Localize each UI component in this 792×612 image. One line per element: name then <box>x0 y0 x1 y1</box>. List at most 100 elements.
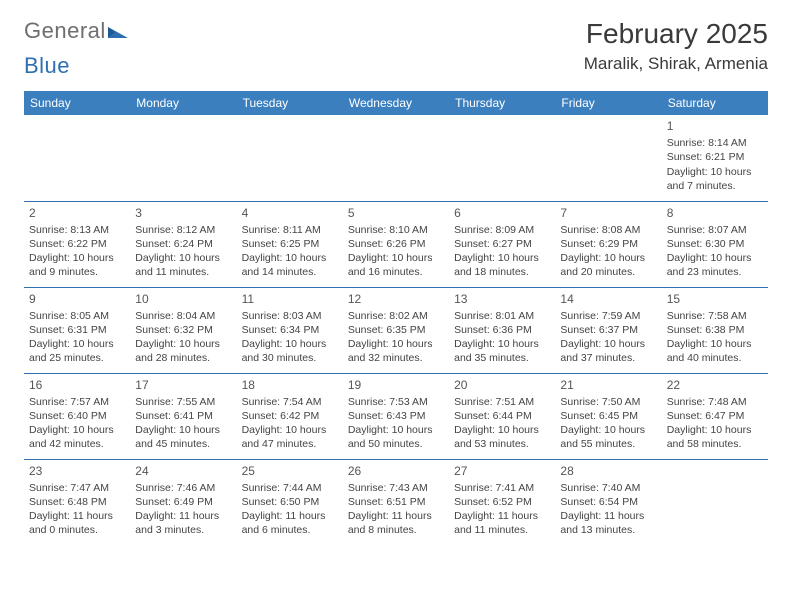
sunset-text: Sunset: 6:43 PM <box>348 409 444 423</box>
daylight-text: Daylight: 10 hours <box>135 337 231 351</box>
day-number: 28 <box>560 463 656 479</box>
daylight-text: Daylight: 11 hours <box>242 509 338 523</box>
daylight-text: Daylight: 11 hours <box>29 509 125 523</box>
daylight-text: Daylight: 10 hours <box>667 251 763 265</box>
day-cell: 7Sunrise: 8:08 AMSunset: 6:29 PMDaylight… <box>555 201 661 287</box>
sunset-text: Sunset: 6:38 PM <box>667 323 763 337</box>
sunrise-text: Sunrise: 7:51 AM <box>454 395 550 409</box>
day-cell: 10Sunrise: 8:04 AMSunset: 6:32 PMDayligh… <box>130 287 236 373</box>
day-number: 21 <box>560 377 656 393</box>
day-cell: 28Sunrise: 7:40 AMSunset: 6:54 PMDayligh… <box>555 459 661 545</box>
daylight-text: Daylight: 10 hours <box>135 423 231 437</box>
day-number: 9 <box>29 291 125 307</box>
daylight-text: and 42 minutes. <box>29 437 125 451</box>
sunrise-text: Sunrise: 8:11 AM <box>242 223 338 237</box>
sunset-text: Sunset: 6:54 PM <box>560 495 656 509</box>
daylight-text: Daylight: 10 hours <box>454 423 550 437</box>
day-cell <box>237 115 343 201</box>
day-cell: 6Sunrise: 8:09 AMSunset: 6:27 PMDaylight… <box>449 201 555 287</box>
day-number: 5 <box>348 205 444 221</box>
day-cell <box>24 115 130 201</box>
daylight-text: and 18 minutes. <box>454 265 550 279</box>
day-number: 17 <box>135 377 231 393</box>
daylight-text: and 40 minutes. <box>667 351 763 365</box>
day-cell: 19Sunrise: 7:53 AMSunset: 6:43 PMDayligh… <box>343 373 449 459</box>
day-cell: 20Sunrise: 7:51 AMSunset: 6:44 PMDayligh… <box>449 373 555 459</box>
week-row: 2Sunrise: 8:13 AMSunset: 6:22 PMDaylight… <box>24 201 768 287</box>
sunrise-text: Sunrise: 8:09 AM <box>454 223 550 237</box>
daylight-text: and 23 minutes. <box>667 265 763 279</box>
sunset-text: Sunset: 6:45 PM <box>560 409 656 423</box>
sunrise-text: Sunrise: 7:55 AM <box>135 395 231 409</box>
day-cell: 15Sunrise: 7:58 AMSunset: 6:38 PMDayligh… <box>662 287 768 373</box>
logo-text: General Blue <box>24 18 128 79</box>
day-cell <box>555 115 661 201</box>
daylight-text: and 20 minutes. <box>560 265 656 279</box>
day-cell: 14Sunrise: 7:59 AMSunset: 6:37 PMDayligh… <box>555 287 661 373</box>
sunrise-text: Sunrise: 7:53 AM <box>348 395 444 409</box>
day-cell: 21Sunrise: 7:50 AMSunset: 6:45 PMDayligh… <box>555 373 661 459</box>
daylight-text: Daylight: 10 hours <box>135 251 231 265</box>
day-number: 7 <box>560 205 656 221</box>
day-cell: 23Sunrise: 7:47 AMSunset: 6:48 PMDayligh… <box>24 459 130 545</box>
week-row: 9Sunrise: 8:05 AMSunset: 6:31 PMDaylight… <box>24 287 768 373</box>
day-number: 4 <box>242 205 338 221</box>
day-cell: 4Sunrise: 8:11 AMSunset: 6:25 PMDaylight… <box>237 201 343 287</box>
day-number: 27 <box>454 463 550 479</box>
day-number: 25 <box>242 463 338 479</box>
day-number: 23 <box>29 463 125 479</box>
day-cell: 9Sunrise: 8:05 AMSunset: 6:31 PMDaylight… <box>24 287 130 373</box>
daylight-text: Daylight: 10 hours <box>29 251 125 265</box>
daylight-text: and 7 minutes. <box>667 179 763 193</box>
day-number: 2 <box>29 205 125 221</box>
daylight-text: Daylight: 10 hours <box>560 251 656 265</box>
sunrise-text: Sunrise: 8:13 AM <box>29 223 125 237</box>
day-number: 19 <box>348 377 444 393</box>
day-number: 18 <box>242 377 338 393</box>
sunrise-text: Sunrise: 7:58 AM <box>667 309 763 323</box>
day-number: 1 <box>667 118 763 134</box>
sunset-text: Sunset: 6:27 PM <box>454 237 550 251</box>
sunset-text: Sunset: 6:25 PM <box>242 237 338 251</box>
daylight-text: Daylight: 10 hours <box>242 337 338 351</box>
month-title: February 2025 <box>584 18 768 50</box>
daylight-text: Daylight: 10 hours <box>454 337 550 351</box>
day-header-monday: Monday <box>130 91 236 115</box>
day-header-thursday: Thursday <box>449 91 555 115</box>
week-row: 16Sunrise: 7:57 AMSunset: 6:40 PMDayligh… <box>24 373 768 459</box>
sunrise-text: Sunrise: 8:07 AM <box>667 223 763 237</box>
week-row: 1Sunrise: 8:14 AMSunset: 6:21 PMDaylight… <box>24 115 768 201</box>
day-number: 10 <box>135 291 231 307</box>
sunset-text: Sunset: 6:26 PM <box>348 237 444 251</box>
daylight-text: Daylight: 11 hours <box>135 509 231 523</box>
sunrise-text: Sunrise: 7:50 AM <box>560 395 656 409</box>
daylight-text: Daylight: 11 hours <box>454 509 550 523</box>
daylight-text: and 55 minutes. <box>560 437 656 451</box>
sunrise-text: Sunrise: 8:04 AM <box>135 309 231 323</box>
day-header-friday: Friday <box>555 91 661 115</box>
daylight-text: and 14 minutes. <box>242 265 338 279</box>
sunset-text: Sunset: 6:36 PM <box>454 323 550 337</box>
sunrise-text: Sunrise: 7:44 AM <box>242 481 338 495</box>
sunrise-text: Sunrise: 7:57 AM <box>29 395 125 409</box>
daylight-text: and 25 minutes. <box>29 351 125 365</box>
day-cell <box>343 115 449 201</box>
daylight-text: and 9 minutes. <box>29 265 125 279</box>
daylight-text: Daylight: 11 hours <box>348 509 444 523</box>
day-cell: 8Sunrise: 8:07 AMSunset: 6:30 PMDaylight… <box>662 201 768 287</box>
daylight-text: and 6 minutes. <box>242 523 338 537</box>
sunset-text: Sunset: 6:50 PM <box>242 495 338 509</box>
sunrise-text: Sunrise: 7:47 AM <box>29 481 125 495</box>
sunrise-text: Sunrise: 8:12 AM <box>135 223 231 237</box>
daylight-text: and 35 minutes. <box>454 351 550 365</box>
day-cell: 3Sunrise: 8:12 AMSunset: 6:24 PMDaylight… <box>130 201 236 287</box>
daylight-text: and 50 minutes. <box>348 437 444 451</box>
sunset-text: Sunset: 6:52 PM <box>454 495 550 509</box>
daylight-text: and 47 minutes. <box>242 437 338 451</box>
daylight-text: and 8 minutes. <box>348 523 444 537</box>
day-number: 24 <box>135 463 231 479</box>
day-cell: 18Sunrise: 7:54 AMSunset: 6:42 PMDayligh… <box>237 373 343 459</box>
day-number: 26 <box>348 463 444 479</box>
day-number: 3 <box>135 205 231 221</box>
daylight-text: Daylight: 10 hours <box>667 423 763 437</box>
